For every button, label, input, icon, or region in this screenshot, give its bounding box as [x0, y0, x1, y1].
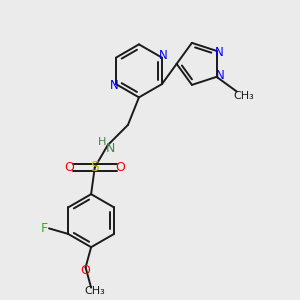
Text: F: F — [41, 222, 48, 235]
Text: CH₃: CH₃ — [84, 286, 105, 296]
Text: O: O — [81, 264, 91, 277]
Text: CH₃: CH₃ — [233, 91, 254, 101]
Text: N: N — [110, 80, 118, 92]
Text: S: S — [90, 160, 99, 174]
Text: N: N — [216, 68, 225, 82]
Text: N: N — [159, 49, 168, 62]
Text: H: H — [98, 137, 106, 147]
Text: O: O — [64, 161, 74, 174]
Text: O: O — [116, 161, 125, 174]
Text: N: N — [215, 46, 224, 59]
Text: N: N — [106, 142, 115, 155]
